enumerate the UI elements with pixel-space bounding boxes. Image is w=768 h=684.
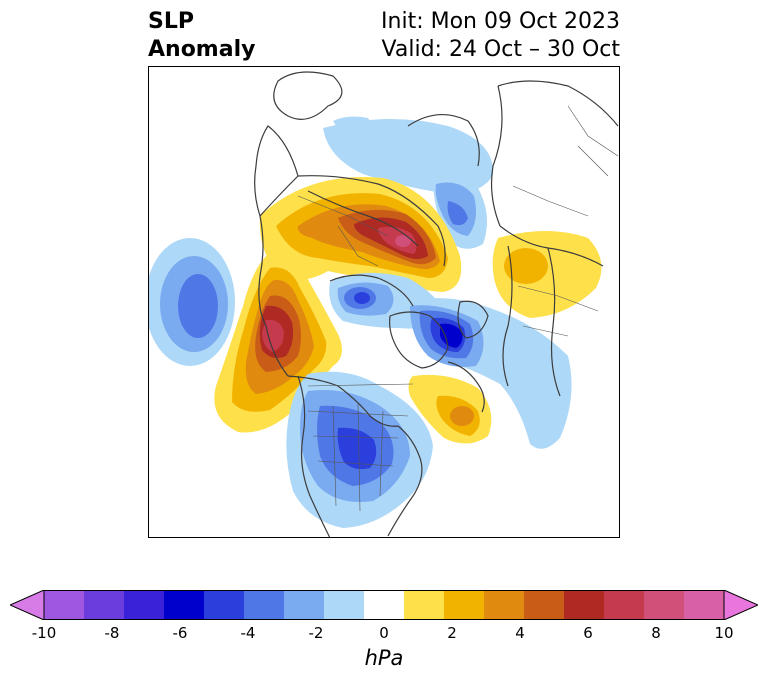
colorbar-bin — [44, 590, 85, 620]
colorbar-tick-label: -2 — [308, 624, 324, 642]
coastlines — [254, 71, 619, 538]
colorbar-bin — [124, 590, 165, 620]
colorbar-tick-label: 0 — [379, 624, 389, 642]
colorbar-tick-label: 10 — [714, 624, 734, 642]
colorbar-tick-label: -4 — [240, 624, 256, 642]
colorbar-bin — [524, 590, 565, 620]
colorbar-frame — [43, 590, 725, 620]
colorbar-bin — [604, 590, 645, 620]
title-variable: SLP — [148, 9, 194, 34]
anomaly-baffin-low — [410, 298, 572, 449]
colorbar-bin — [444, 590, 485, 620]
country-borders — [297, 105, 619, 512]
colorbar-bin — [284, 590, 325, 620]
map-dates: Init: Mon 09 Oct 2023 Valid: 24 Oct – 30… — [381, 8, 620, 64]
colorbar-bin — [204, 590, 245, 620]
colorbar-tick-label: 4 — [515, 624, 525, 642]
anomaly-north-pacific-low — [148, 238, 235, 366]
anomaly-central-us-low — [286, 371, 433, 528]
colorbar-bin — [164, 590, 205, 620]
colorbar-extend-low — [10, 590, 45, 620]
map-title: SLP Anomaly — [148, 8, 255, 64]
title-quantity: Anomaly — [148, 37, 256, 62]
colorbar-bin — [484, 590, 525, 620]
anomaly-eastern-canada-high — [408, 374, 492, 444]
colorbar-bin — [324, 590, 365, 620]
valid-period: Valid: 24 Oct – 30 Oct — [381, 37, 620, 62]
init-date: Init: Mon 09 Oct 2023 — [381, 9, 620, 34]
anomaly-europe-high — [259, 177, 462, 292]
colorbar-tick-label: 6 — [583, 624, 593, 642]
anomaly-central-asia-high — [492, 231, 602, 318]
colorbar-tick-label: -8 — [104, 624, 120, 642]
colorbar-bin — [644, 590, 685, 620]
colorbar-tick-label: 2 — [447, 624, 457, 642]
colorbar-bin — [364, 590, 405, 620]
colorbar-tick-label: -10 — [31, 624, 57, 642]
colorbar-unit-label: hPa — [364, 646, 404, 670]
colorbar-bin — [244, 590, 285, 620]
colorbar-extend-high — [723, 590, 758, 620]
colorbar-tick-label: 8 — [651, 624, 661, 642]
colorbar — [10, 590, 758, 620]
colorbar-bin — [84, 590, 125, 620]
slp-anomaly-map — [148, 66, 620, 538]
map-frame — [148, 66, 620, 538]
colorbar-bin — [564, 590, 605, 620]
colorbar-bin — [684, 590, 725, 620]
colorbar-tick-label: -6 — [172, 624, 188, 642]
colorbar-bin — [404, 590, 445, 620]
